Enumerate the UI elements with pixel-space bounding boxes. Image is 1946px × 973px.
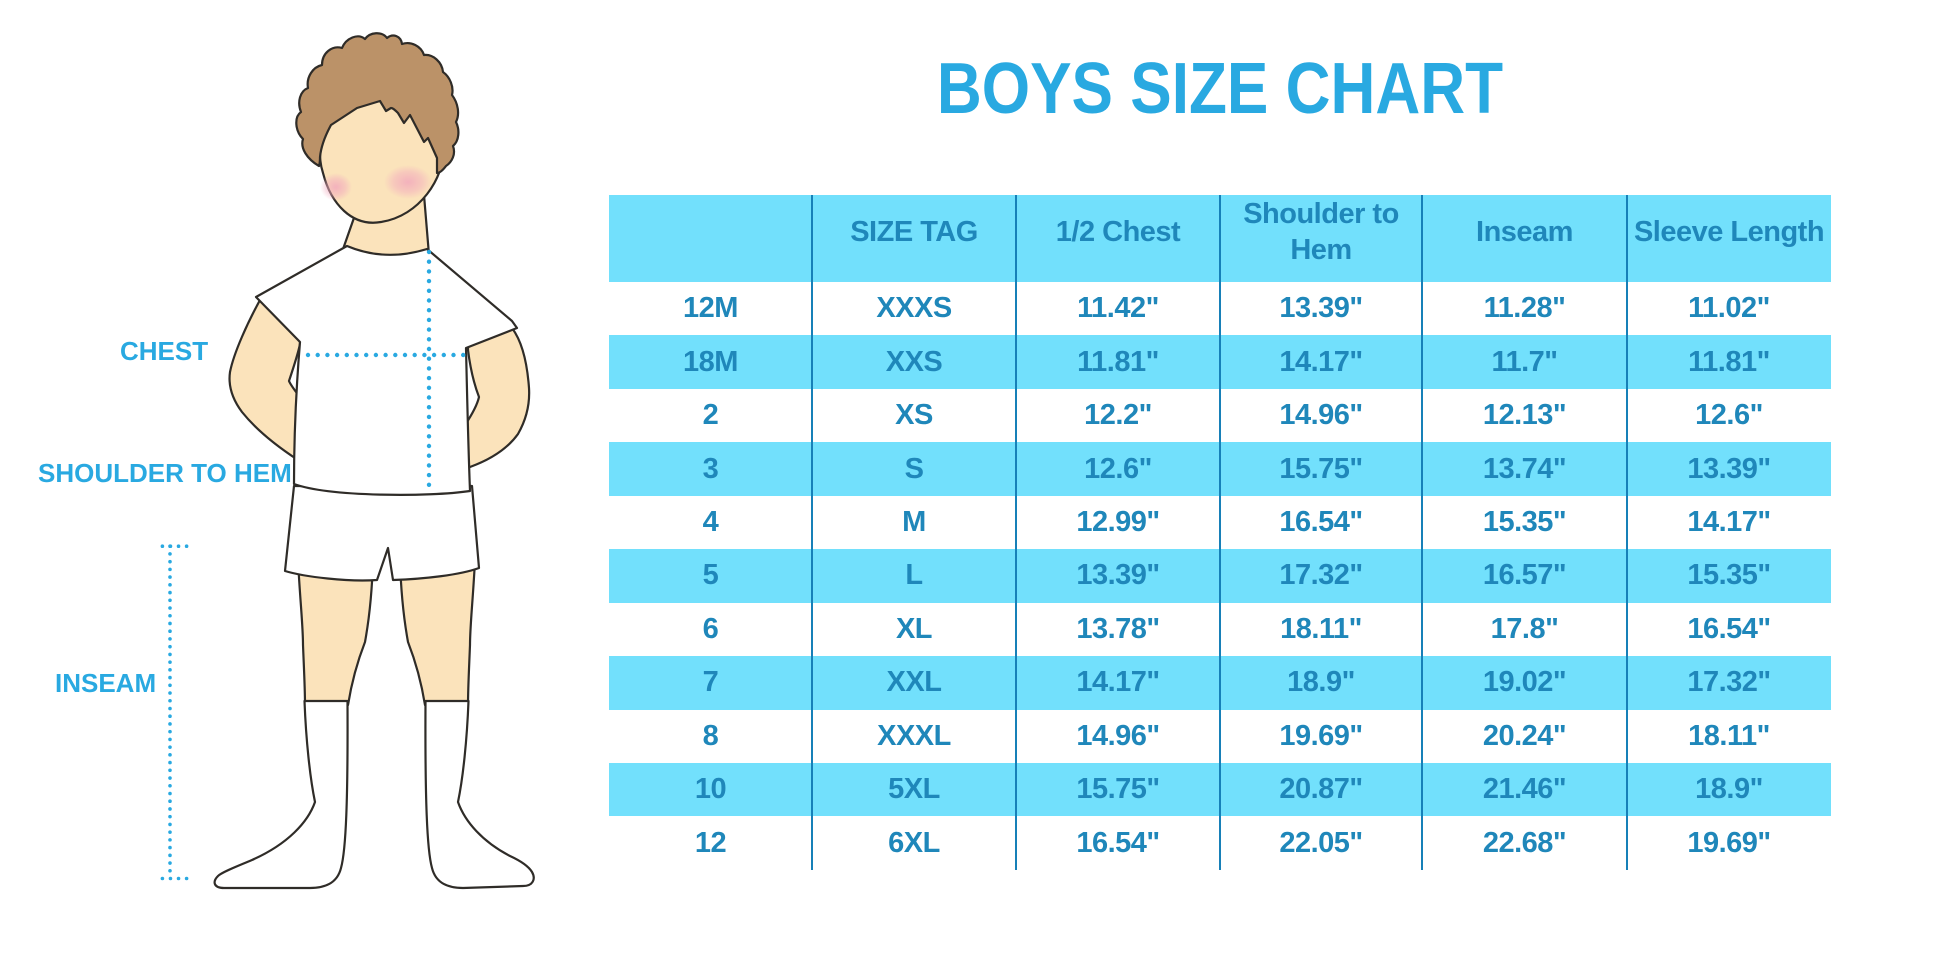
svg-text:CHEST: CHEST [120,336,208,366]
svg-text:SHOULDER TO HEM: SHOULDER TO HEM [38,458,292,488]
svg-text:INSEAM: INSEAM [55,668,156,698]
